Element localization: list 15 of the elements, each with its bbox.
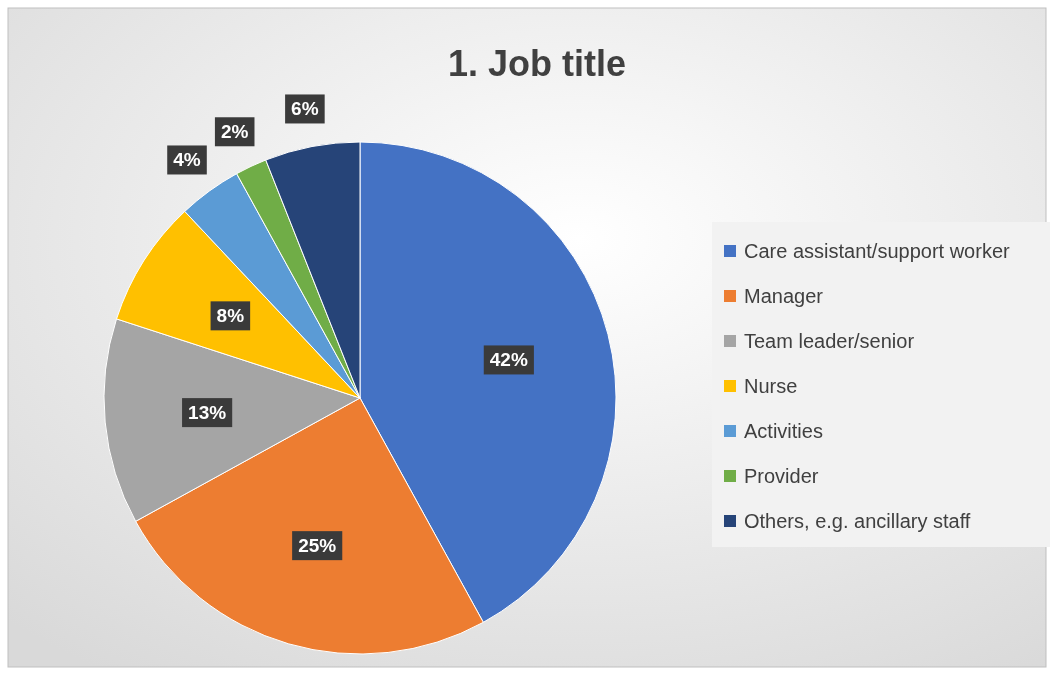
chart-title: 1. Job title <box>447 43 627 84</box>
data-label: 6% <box>291 98 319 120</box>
legend-label: Manager <box>744 285 824 307</box>
data-label: 2% <box>220 121 249 143</box>
legend-label: Team leader/senior <box>744 330 915 352</box>
legend-label: Provider <box>744 465 819 487</box>
data-label: 8% <box>216 305 245 327</box>
legend-label: Activities <box>744 420 823 442</box>
data-label: 4% <box>173 149 201 171</box>
data-label: 42% <box>489 349 528 371</box>
legend-label: Nurse <box>744 375 798 397</box>
legend-label: Care assistant/support worker <box>744 240 1010 262</box>
legend-label: Others, e.g. ancillary staff <box>744 510 971 532</box>
data-label: 13% <box>188 402 227 424</box>
data-label: 25% <box>298 535 337 557</box>
